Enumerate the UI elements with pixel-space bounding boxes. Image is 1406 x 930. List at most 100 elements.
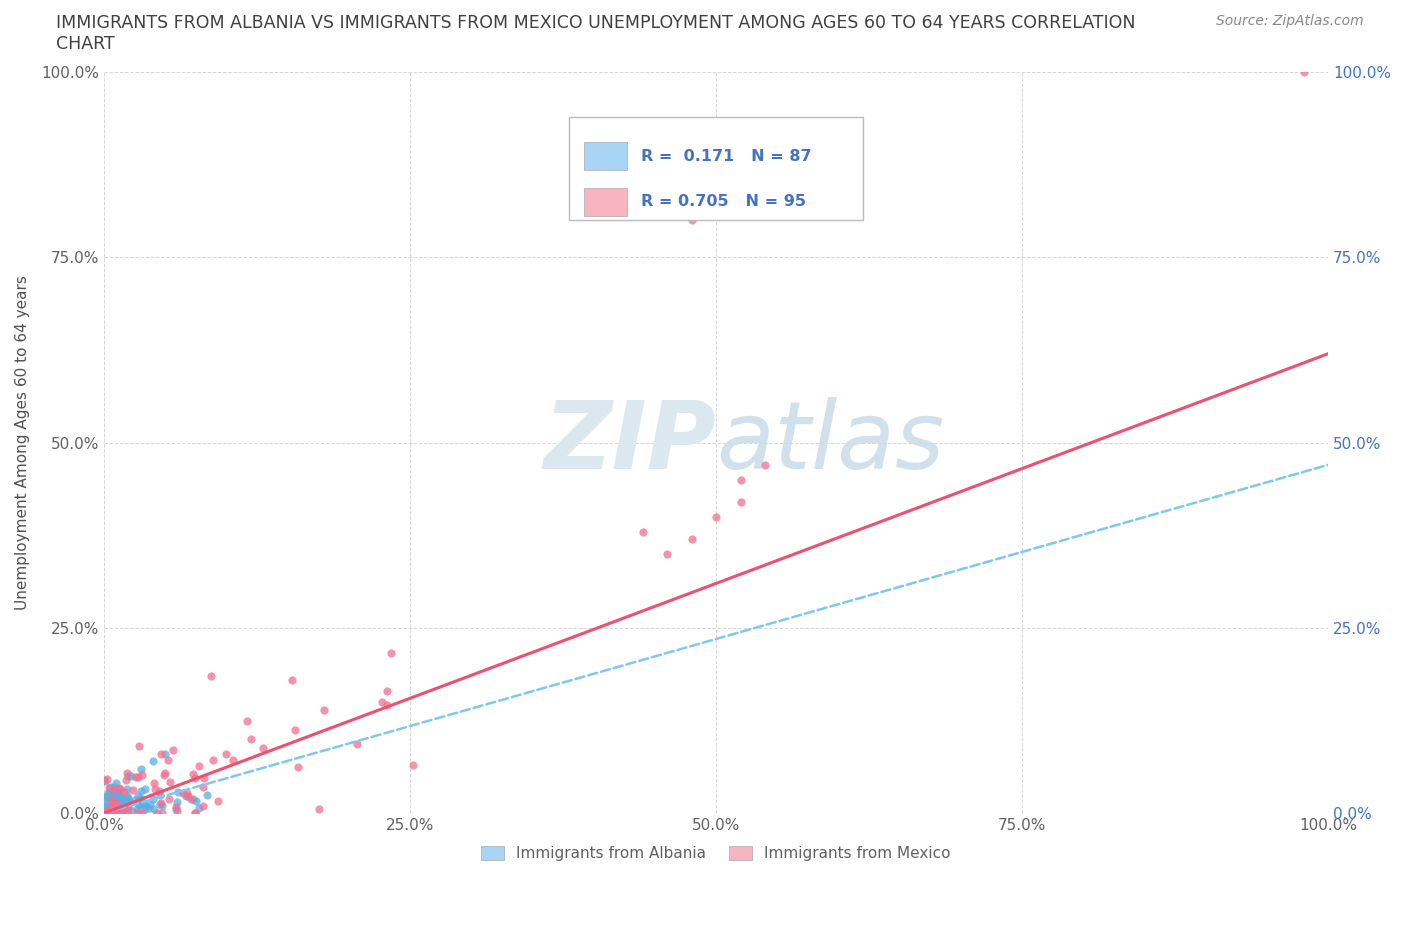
Point: [98, 805, 121, 820]
Point: [129, 783, 152, 798]
Point: [105, 792, 128, 807]
Point: [110, 805, 132, 820]
Point: [93, 772, 115, 787]
Point: [631, 525, 654, 539]
Point: [98, 805, 121, 820]
Point: [172, 785, 194, 800]
Point: [93, 798, 115, 813]
Point: [97, 786, 120, 801]
Point: [681, 213, 703, 228]
Point: [284, 723, 307, 737]
Point: [96, 802, 118, 817]
Point: [93, 790, 115, 805]
Point: [104, 790, 127, 804]
Point: [115, 789, 138, 804]
Point: [114, 800, 136, 815]
Text: IMMIGRANTS FROM ALBANIA VS IMMIGRANTS FROM MEXICO UNEMPLOYMENT AMONG AGES 60 TO : IMMIGRANTS FROM ALBANIA VS IMMIGRANTS FR…: [56, 14, 1136, 32]
Point: [142, 791, 165, 806]
Point: [115, 803, 138, 817]
Point: [120, 769, 142, 784]
Point: [104, 788, 127, 803]
Point: [94, 805, 117, 820]
Point: [730, 472, 752, 487]
Point: [380, 645, 402, 660]
Point: [131, 767, 153, 782]
Point: [101, 790, 124, 805]
Point: [104, 785, 127, 800]
Point: [148, 784, 170, 799]
Point: [100, 805, 122, 820]
Point: [128, 738, 150, 753]
Point: [107, 790, 129, 805]
Point: [142, 802, 165, 817]
Point: [176, 785, 198, 800]
Point: [98, 805, 121, 820]
Point: [124, 792, 146, 807]
Point: [97, 802, 120, 817]
Point: [314, 703, 336, 718]
Point: [96, 805, 118, 820]
Point: [115, 782, 138, 797]
Point: [134, 802, 156, 817]
Point: [107, 795, 129, 810]
Point: [681, 532, 703, 547]
Point: [128, 797, 150, 812]
Point: [97, 803, 120, 817]
Point: [402, 757, 425, 772]
Point: [111, 799, 134, 814]
Point: [371, 695, 394, 710]
Point: [100, 805, 122, 820]
Point: [104, 787, 127, 802]
Point: [135, 798, 157, 813]
Point: [98, 786, 121, 801]
Point: [115, 792, 138, 807]
Point: [97, 805, 120, 820]
Point: [111, 798, 134, 813]
Point: [280, 672, 302, 687]
Point: [181, 766, 204, 781]
Point: [93, 803, 115, 817]
Point: [111, 793, 134, 808]
Point: [107, 804, 129, 819]
Point: [94, 789, 117, 804]
Point: [104, 801, 127, 816]
Point: [183, 770, 205, 785]
Point: [184, 805, 207, 820]
Point: [96, 805, 118, 820]
Point: [117, 799, 139, 814]
Point: [149, 787, 172, 802]
Point: [138, 797, 160, 812]
Point: [100, 799, 122, 814]
Point: [252, 741, 274, 756]
Point: [112, 784, 135, 799]
Point: [97, 780, 120, 795]
Text: ZIP: ZIP: [543, 396, 716, 488]
Point: [107, 805, 129, 820]
Point: [200, 669, 222, 684]
Point: [159, 775, 181, 790]
Point: [111, 797, 134, 812]
Point: [112, 798, 135, 813]
Point: [375, 698, 398, 712]
Point: [103, 796, 125, 811]
Point: [187, 759, 209, 774]
Point: [150, 805, 173, 820]
Point: [112, 799, 135, 814]
Point: [103, 780, 125, 795]
Point: [191, 779, 214, 794]
Text: R = 0.705   N = 95: R = 0.705 N = 95: [641, 194, 807, 209]
Text: CHART: CHART: [56, 35, 115, 53]
Point: [117, 800, 139, 815]
Bar: [569, 116, 863, 220]
Point: [111, 804, 134, 818]
Point: [110, 803, 132, 817]
Point: [127, 805, 149, 820]
Point: [122, 782, 145, 797]
Point: [184, 805, 207, 820]
Point: [128, 796, 150, 811]
Point: [131, 805, 153, 820]
Point: [145, 805, 167, 820]
Point: [193, 799, 215, 814]
Point: [112, 800, 135, 815]
Point: [166, 804, 188, 818]
